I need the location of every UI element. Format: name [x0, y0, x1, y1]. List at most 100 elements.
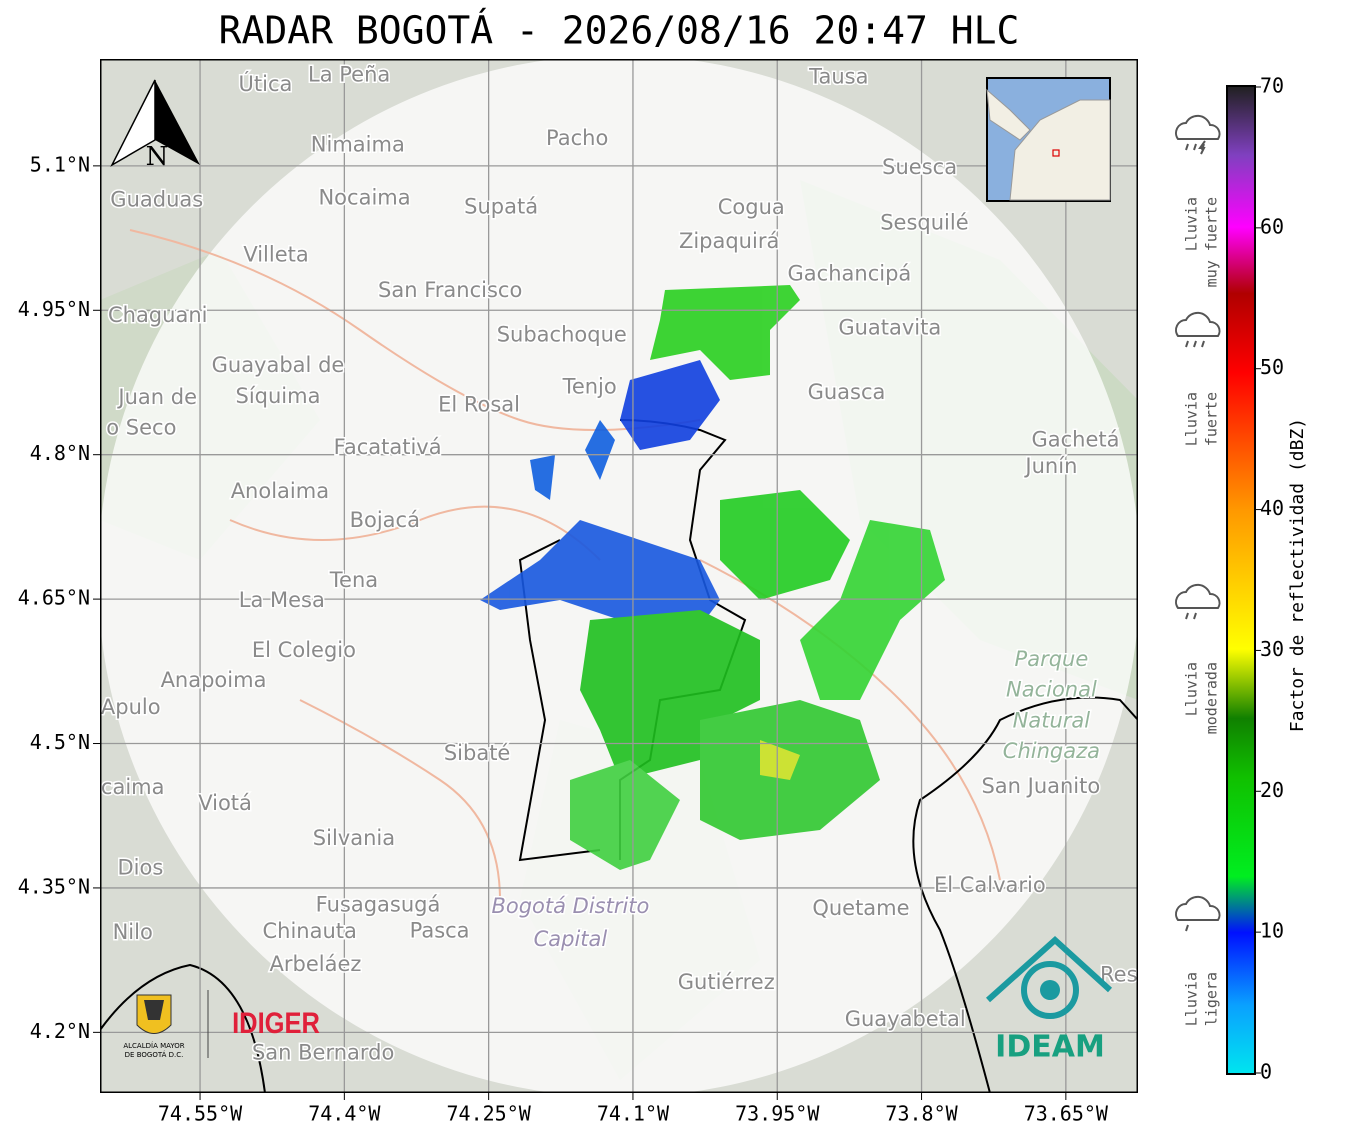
rain-icon: [1175, 114, 1221, 140]
rain-drop: [1193, 340, 1197, 348]
place-label: El Calvario: [934, 873, 1046, 897]
rain-legend-label: moderada: [1203, 662, 1221, 734]
radar-echoes: [480, 285, 945, 870]
y-tick-label: 4.8°N: [30, 441, 90, 465]
colorbar-tick-label: 70: [1260, 74, 1284, 98]
place-label: Bojacá: [350, 508, 420, 532]
colorbar-tick-label: 10: [1260, 919, 1284, 943]
place-label: Guatavita: [838, 316, 941, 340]
place-label: Dios: [118, 856, 164, 880]
lightning: [1198, 140, 1206, 155]
place-label: Viotá: [198, 791, 252, 815]
colorbar-label: Factor de reflectividad (dBZ): [1287, 418, 1308, 732]
colorbar-tick-label: 0: [1260, 1060, 1272, 1084]
place-label: El Rosal: [438, 393, 520, 417]
rain-legend-label: Lluvia: [1183, 662, 1201, 716]
place-label: Supatá: [464, 194, 538, 218]
place-label: Cogua: [718, 195, 785, 219]
colorbar-tick-label: 30: [1260, 637, 1284, 661]
boundary: [100, 419, 1138, 1093]
colorbar-tick-label: 40: [1260, 496, 1284, 520]
place-label: La Peña: [308, 62, 390, 86]
x-tick-label: 74.55°W: [158, 1102, 243, 1126]
place-label: Pacho: [546, 126, 608, 150]
x-tick-label: 73.95°W: [735, 1102, 820, 1126]
place-label: Guasca: [808, 380, 886, 404]
place-label: Juan de: [116, 385, 197, 409]
colorbar: 0 10 20 30 40 50 60 70 Factor de reflectividad (…: [1226, 74, 1308, 1084]
place-label: Res: [1100, 963, 1138, 987]
place-label: caima: [101, 775, 165, 799]
rain-legend-label: Lluvia: [1183, 392, 1201, 446]
place-label: Gachancipá: [788, 262, 912, 286]
place-label: Fusagasugá: [316, 892, 441, 916]
place-label: Facatativá: [334, 435, 442, 459]
place-label: Nilo: [113, 920, 153, 944]
place-label: Tausa: [808, 64, 868, 88]
logo-text: DE BOGOTÁ D.C.: [125, 1050, 184, 1059]
y-tick-label: 4.95°N: [18, 297, 90, 321]
rain-drop: [1201, 340, 1205, 348]
north-label: N: [146, 142, 169, 172]
area-label: Nacional: [1006, 678, 1097, 702]
x-tick-label: 74.25°W: [447, 1102, 532, 1126]
x-tick-label: 73.65°W: [1024, 1102, 1109, 1126]
place-label: Útica: [239, 71, 293, 96]
place-label: Chaguani: [108, 303, 208, 327]
place-label: Guaduas: [110, 188, 203, 212]
logo-text: IDIGER: [232, 1006, 320, 1039]
rain-drop: [1185, 340, 1189, 348]
rain-drop: [1193, 612, 1197, 620]
place-label: Guayabetal: [845, 1007, 966, 1031]
rain-drop: [1185, 924, 1189, 932]
place-label: San Juanito: [981, 774, 1100, 798]
rain-legend-label: ligera: [1203, 972, 1221, 1026]
rain-drop: [1185, 143, 1189, 151]
place-label: Síquima: [235, 384, 320, 408]
north-arrow: N: [110, 79, 200, 172]
place-label: Guayabal de: [212, 353, 345, 377]
place-label: Silvania: [313, 826, 395, 850]
place-label: Tena: [329, 568, 378, 592]
place-label: Tenjo: [562, 374, 617, 398]
x-tick-label: 73.8°W: [885, 1102, 958, 1126]
rain-icon: [1175, 583, 1221, 609]
place-label: Junín: [1023, 454, 1077, 478]
area-label: Chingaza: [1003, 739, 1100, 763]
place-label: Subachoque: [497, 322, 627, 346]
x-tick-label: 74.1°W: [597, 1102, 670, 1126]
place-label: Sibaté: [444, 741, 511, 765]
axes: 74.55°W 74.4°W 74.25°W 74.1°W 73.95°W 73.8°W 7…: [18, 152, 1109, 1125]
rain-legend-label: fuerte: [1203, 392, 1221, 446]
rain-drop: [1185, 612, 1189, 620]
y-tick-label: 4.5°N: [30, 730, 90, 754]
place-labels: Útica La Peña Tausa Pacho Nimaima Guaduas Noca…: [100, 61, 1138, 1066]
rain-legend-label: Lluvia: [1183, 972, 1201, 1026]
inset-map: [986, 77, 1111, 202]
place-label: La Mesa: [239, 588, 325, 612]
place-label: Villeta: [243, 242, 308, 266]
place-label: San Francisco: [378, 278, 522, 302]
place-label: Apulo: [101, 695, 161, 719]
colorbar-tick-label: 20: [1260, 778, 1284, 802]
y-tick-label: 5.1°N: [30, 152, 90, 176]
rain-icon: [1175, 311, 1221, 337]
title: RADAR BOGOTÁ - 2026/08/16 20:47 HLC: [219, 9, 1020, 53]
x-tick-label: 74.4°W: [308, 1102, 381, 1126]
colorbar-bar: [1226, 85, 1256, 1075]
place-label: Pasca: [410, 918, 470, 942]
logo-text: ALCALDÍA MAYOR: [123, 1041, 184, 1050]
place-label: Anapoima: [161, 668, 267, 692]
place-label: Zipaquirá: [679, 229, 779, 253]
place-label: San Bernardo: [252, 1041, 394, 1065]
area-label: Natural: [1013, 708, 1091, 732]
colorbar-tick-label: 60: [1260, 214, 1284, 238]
grid: [100, 59, 1138, 1093]
road: [129, 229, 1001, 901]
place-label: Anolaima: [231, 479, 329, 503]
rain-legend-label: Lluvia: [1183, 197, 1201, 251]
place-label: Gachetá: [1031, 427, 1119, 451]
place-label: Sesquilé: [880, 211, 968, 235]
